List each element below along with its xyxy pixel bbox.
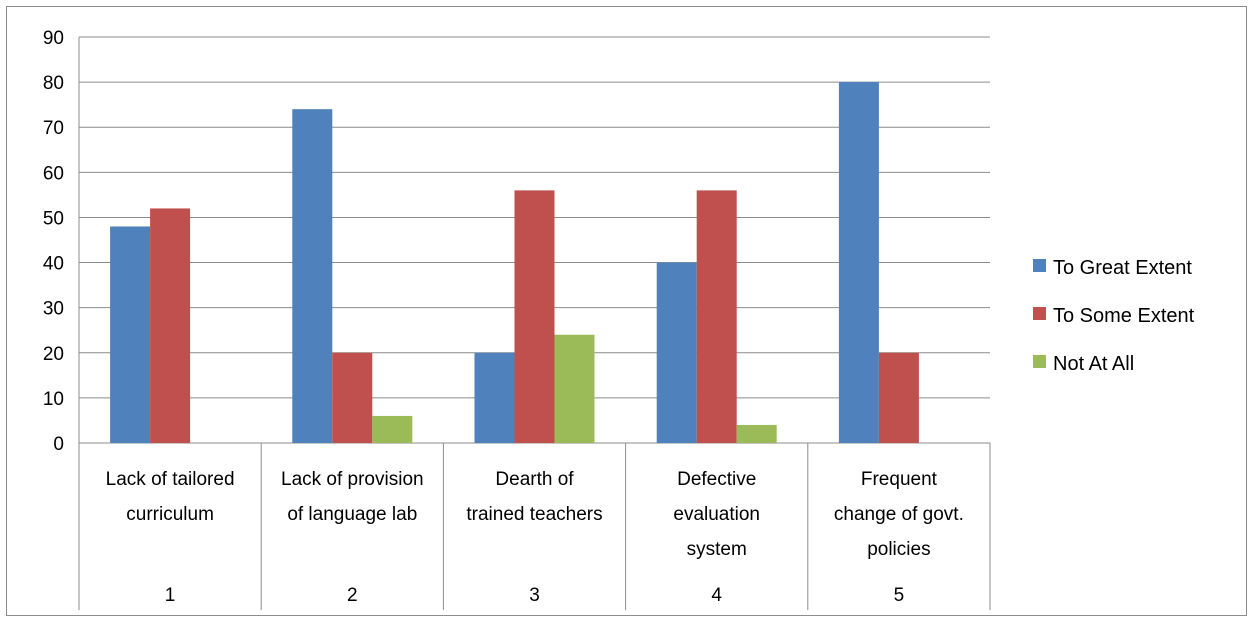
y-tick-label-20: 20	[43, 344, 64, 365]
legend-label-to-some-extent: To Some Extent	[1053, 305, 1195, 327]
y-tick-label-90: 90	[43, 28, 64, 49]
bar-to-some-extent-5	[878, 352, 919, 443]
bar-to-some-extent-1	[150, 208, 191, 443]
category-label-5-line-1: Frequent	[861, 469, 938, 490]
category-label-3-line-1: Dearth of	[495, 469, 574, 490]
bar-not-at-all-4	[736, 424, 777, 443]
category-label-2-line-2: of language lab	[287, 504, 417, 525]
bar-not-at-all-2	[372, 415, 413, 443]
bar-to-some-extent-4	[696, 190, 737, 443]
bar-to-great-extent-5	[838, 82, 879, 443]
y-tick-label-50: 50	[43, 208, 64, 229]
y-tick-label-70: 70	[43, 118, 64, 139]
bar-not-at-all-3	[554, 334, 595, 443]
category-label-5-line-2: change of govt.	[834, 504, 964, 525]
category-label-5-line-3: policies	[867, 539, 930, 560]
legend-swatch-to-some-extent	[1033, 307, 1046, 320]
bar-to-great-extent-4	[656, 262, 697, 443]
legend-label-to-great-extent: To Great Extent	[1053, 257, 1192, 279]
bar-to-some-extent-2	[332, 352, 373, 443]
category-label-3-line-2: trained teachers	[466, 504, 602, 525]
category-label-4-line-2: evaluation	[673, 504, 760, 525]
legend-swatch-not-at-all	[1033, 355, 1046, 368]
y-tick-label-0: 0	[53, 434, 64, 455]
category-label-1-line-2: curriculum	[126, 504, 214, 525]
category-label-4-line-3: system	[687, 539, 747, 560]
bar-to-great-extent-1	[110, 226, 151, 443]
category-number-2: 2	[347, 585, 358, 606]
category-label-2-line-1: Lack of provision	[281, 469, 424, 490]
legend-swatch-to-great-extent	[1033, 259, 1046, 272]
legend-label-not-at-all: Not At All	[1053, 353, 1134, 375]
bar-to-great-extent-2	[292, 109, 333, 443]
y-tick-label-60: 60	[43, 163, 64, 184]
bar-to-some-extent-3	[514, 190, 555, 443]
category-label-4-line-1: Defective	[677, 469, 756, 490]
bar-to-great-extent-3	[474, 352, 515, 443]
category-number-4: 4	[711, 585, 722, 606]
category-number-1: 1	[165, 585, 176, 606]
category-number-5: 5	[894, 585, 905, 606]
category-label-1-line-1: Lack of tailored	[106, 469, 235, 490]
y-tick-label-30: 30	[43, 299, 64, 320]
category-number-3: 3	[529, 585, 540, 606]
y-tick-label-10: 10	[43, 389, 64, 410]
y-tick-label-40: 40	[43, 254, 64, 275]
y-tick-label-80: 80	[43, 73, 64, 94]
